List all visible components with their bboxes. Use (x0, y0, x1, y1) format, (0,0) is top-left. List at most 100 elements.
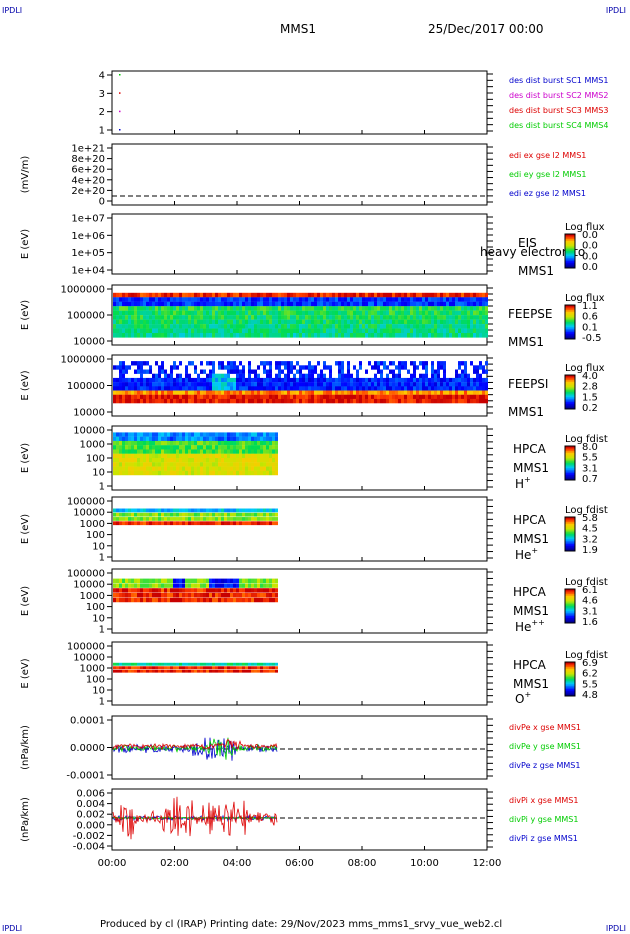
x-tick-label: 06:00 (285, 858, 314, 869)
p5-pixel (422, 361, 425, 366)
p9-colorbar-cell (565, 679, 575, 682)
p5-pixel (269, 390, 272, 395)
p8-pixel (173, 583, 176, 588)
p4-pixel (203, 310, 206, 316)
p5-pixel (263, 386, 266, 391)
p5-pixel (410, 398, 413, 404)
p4-pixel (224, 310, 227, 316)
p4-pixel (326, 292, 329, 298)
p9-pixel (116, 666, 119, 670)
p5-pixel (230, 394, 233, 400)
p4-pixel (248, 315, 251, 320)
p6-pixel (197, 458, 200, 463)
p9-pixel (254, 669, 257, 673)
p4-pixel (416, 315, 419, 320)
p4-pixel (131, 324, 134, 329)
p5-pixel (266, 386, 269, 391)
p6-pixel (131, 453, 134, 459)
p4-colorbar-cell (565, 316, 575, 320)
p5-pixel (317, 361, 320, 366)
p5-pixel (131, 382, 134, 387)
p4-pixel (392, 324, 395, 329)
p5-pixel (389, 382, 392, 387)
p8-pixel (224, 597, 227, 603)
p5-pixel (218, 390, 221, 395)
p9-pixel (209, 669, 212, 673)
p5-pixel (260, 394, 263, 400)
p4-pixel (413, 324, 416, 329)
p6-pixel (119, 445, 122, 450)
p6-pixel (269, 453, 272, 459)
p6-pixel (122, 453, 125, 459)
p9-pixel (155, 669, 158, 673)
p5-pixel (386, 377, 389, 383)
p4-pixel (158, 310, 161, 316)
p4-label-1: MMS1 (508, 335, 544, 349)
p9-pixel (125, 669, 128, 673)
p4-pixel (263, 292, 266, 298)
p6-pixel (251, 440, 254, 446)
p4-pixel (281, 306, 284, 311)
p5-pixel (119, 377, 122, 383)
p6-pixel (116, 470, 119, 476)
p4-pixel (128, 315, 131, 320)
p3-colorbar-cell (565, 244, 575, 247)
p4-pixel (251, 328, 254, 334)
p11-ytick-label: 0.006 (76, 789, 105, 800)
p4-pixel (146, 315, 149, 320)
p5-pixel (431, 361, 434, 366)
p5-pixel (317, 382, 320, 387)
p4-pixel (482, 310, 485, 316)
p6-pixel (272, 440, 275, 446)
p4-pixel (383, 292, 386, 298)
p7-ylabel: E (eV) (20, 514, 31, 544)
p6-pixel (167, 458, 170, 463)
p4-pixel (269, 333, 272, 338)
p6-pixel (143, 436, 146, 442)
p4-pixel (395, 292, 398, 298)
p4-pixel (335, 324, 338, 329)
p4-pixel (245, 306, 248, 311)
p5-pixel (140, 365, 143, 370)
p4-pixel (416, 333, 419, 338)
p7-pixel (209, 512, 212, 517)
p5-pixel (239, 377, 242, 383)
p4-pixel (185, 310, 188, 316)
p6-pixel (212, 470, 215, 476)
p4-pixel (374, 324, 377, 329)
p5-pixel (263, 361, 266, 366)
p8-pixel (170, 588, 173, 593)
p4-pixel (236, 310, 239, 316)
p5-pixel (329, 365, 332, 370)
p4-pixel (353, 297, 356, 302)
p10-series-line (112, 737, 278, 761)
p5-pixel (218, 386, 221, 391)
p4-pixel (368, 324, 371, 329)
p7-pixel (260, 517, 263, 521)
p9-pixel (254, 662, 257, 666)
p8-ylabel: E (eV) (20, 586, 31, 616)
p4-pixel (305, 292, 308, 298)
p6-pixel (245, 449, 248, 454)
p6-pixel (230, 432, 233, 437)
p4-pixel (395, 333, 398, 338)
p4-pixel (317, 315, 320, 320)
p7-pixel (212, 508, 215, 513)
p5-pixel (272, 390, 275, 395)
p6-pixel (248, 458, 251, 463)
p6-pixel (137, 432, 140, 437)
p5-pixel (290, 361, 293, 366)
p6-pixel (260, 440, 263, 446)
p5-pixel (179, 390, 182, 395)
p6-pixel (248, 462, 251, 467)
p4-pixel (356, 297, 359, 302)
p4-pixel (410, 319, 413, 325)
p4-ytick-label: 100000 (67, 311, 105, 322)
p5-pixel (179, 377, 182, 383)
p8-pixel (206, 578, 209, 584)
p7-pixel (167, 512, 170, 517)
p4-spectrogram (113, 292, 488, 338)
p4-pixel (326, 319, 329, 325)
p7-pixel (194, 512, 197, 517)
p7-pixel (197, 521, 200, 526)
